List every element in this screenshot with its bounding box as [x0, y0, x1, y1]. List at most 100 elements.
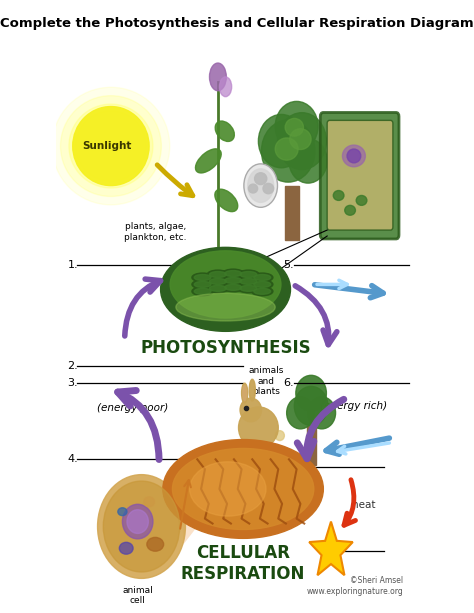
- Ellipse shape: [240, 272, 257, 278]
- Ellipse shape: [118, 508, 127, 516]
- Ellipse shape: [242, 383, 248, 403]
- Ellipse shape: [192, 287, 213, 296]
- Ellipse shape: [255, 173, 267, 185]
- Text: 4.: 4.: [67, 454, 78, 464]
- Text: 6.: 6.: [283, 378, 294, 388]
- Bar: [285, 186, 299, 240]
- Ellipse shape: [240, 398, 262, 422]
- Ellipse shape: [61, 96, 161, 196]
- Ellipse shape: [258, 115, 304, 168]
- Ellipse shape: [254, 288, 271, 294]
- Ellipse shape: [252, 273, 273, 282]
- Ellipse shape: [176, 293, 275, 321]
- Ellipse shape: [254, 281, 271, 287]
- Ellipse shape: [222, 269, 244, 278]
- Ellipse shape: [249, 443, 260, 452]
- Ellipse shape: [249, 379, 255, 401]
- Text: 5.: 5.: [283, 260, 294, 270]
- Ellipse shape: [52, 87, 170, 205]
- Ellipse shape: [356, 196, 367, 205]
- Ellipse shape: [345, 205, 356, 215]
- Ellipse shape: [275, 101, 318, 151]
- Ellipse shape: [248, 184, 258, 193]
- Ellipse shape: [290, 129, 311, 150]
- Ellipse shape: [254, 275, 271, 281]
- Ellipse shape: [210, 286, 226, 291]
- Ellipse shape: [248, 169, 273, 202]
- Ellipse shape: [76, 111, 146, 181]
- Ellipse shape: [238, 277, 259, 286]
- Ellipse shape: [207, 270, 228, 279]
- Text: Complete the Photosynthesis and Cellular Respiration Diagram: Complete the Photosynthesis and Cellular…: [0, 17, 474, 29]
- Text: 7.: 7.: [319, 546, 330, 556]
- Ellipse shape: [275, 431, 284, 441]
- Ellipse shape: [207, 284, 228, 293]
- Text: (energy poor): (energy poor): [97, 403, 168, 413]
- Text: animals
and
plants: animals and plants: [248, 367, 284, 396]
- Ellipse shape: [195, 149, 221, 173]
- Ellipse shape: [103, 481, 180, 572]
- Ellipse shape: [215, 121, 234, 142]
- Ellipse shape: [244, 164, 277, 207]
- Ellipse shape: [263, 183, 273, 194]
- Ellipse shape: [252, 287, 273, 296]
- Ellipse shape: [225, 284, 242, 291]
- Ellipse shape: [173, 449, 314, 530]
- Ellipse shape: [277, 113, 327, 170]
- Ellipse shape: [194, 281, 211, 287]
- Ellipse shape: [289, 139, 327, 183]
- Ellipse shape: [308, 397, 336, 429]
- Ellipse shape: [285, 118, 303, 136]
- Ellipse shape: [127, 510, 148, 533]
- Ellipse shape: [296, 375, 327, 411]
- Ellipse shape: [170, 251, 281, 318]
- Ellipse shape: [210, 63, 226, 91]
- Ellipse shape: [243, 386, 246, 400]
- Ellipse shape: [342, 145, 365, 167]
- Ellipse shape: [287, 397, 314, 429]
- Ellipse shape: [207, 277, 228, 286]
- Ellipse shape: [225, 270, 242, 276]
- Ellipse shape: [122, 504, 153, 539]
- Bar: [307, 425, 316, 465]
- Ellipse shape: [190, 462, 266, 516]
- Polygon shape: [309, 522, 353, 575]
- Text: Sunlight: Sunlight: [82, 141, 132, 151]
- Text: heat: heat: [352, 500, 376, 510]
- Ellipse shape: [238, 284, 259, 293]
- Ellipse shape: [252, 280, 273, 289]
- Text: 1.: 1.: [67, 260, 78, 270]
- Ellipse shape: [222, 283, 244, 292]
- PathPatch shape: [181, 446, 243, 544]
- Ellipse shape: [262, 444, 273, 454]
- Text: 5.: 5.: [283, 462, 294, 472]
- Ellipse shape: [210, 278, 226, 284]
- Ellipse shape: [192, 273, 213, 282]
- Ellipse shape: [73, 107, 149, 186]
- Ellipse shape: [347, 149, 361, 163]
- Ellipse shape: [333, 191, 344, 200]
- Text: plants, algae,
plankton, etc.: plants, algae, plankton, etc.: [124, 222, 186, 242]
- FancyBboxPatch shape: [327, 120, 393, 230]
- Ellipse shape: [225, 278, 242, 283]
- Ellipse shape: [262, 120, 315, 182]
- Ellipse shape: [194, 288, 211, 294]
- Text: PHOTOSYNTHESIS: PHOTOSYNTHESIS: [140, 339, 311, 357]
- Ellipse shape: [69, 104, 153, 188]
- Ellipse shape: [240, 286, 257, 291]
- Ellipse shape: [144, 497, 155, 507]
- Text: animal
cell: animal cell: [122, 586, 153, 605]
- Text: 3.: 3.: [67, 378, 78, 388]
- Ellipse shape: [238, 270, 259, 279]
- Ellipse shape: [238, 407, 278, 449]
- Ellipse shape: [240, 278, 257, 284]
- Ellipse shape: [219, 77, 232, 97]
- Ellipse shape: [215, 189, 238, 211]
- Ellipse shape: [147, 538, 164, 551]
- Ellipse shape: [294, 386, 328, 425]
- Ellipse shape: [98, 474, 185, 579]
- Ellipse shape: [222, 276, 244, 285]
- Ellipse shape: [119, 543, 133, 554]
- Ellipse shape: [210, 272, 226, 278]
- Ellipse shape: [194, 275, 211, 281]
